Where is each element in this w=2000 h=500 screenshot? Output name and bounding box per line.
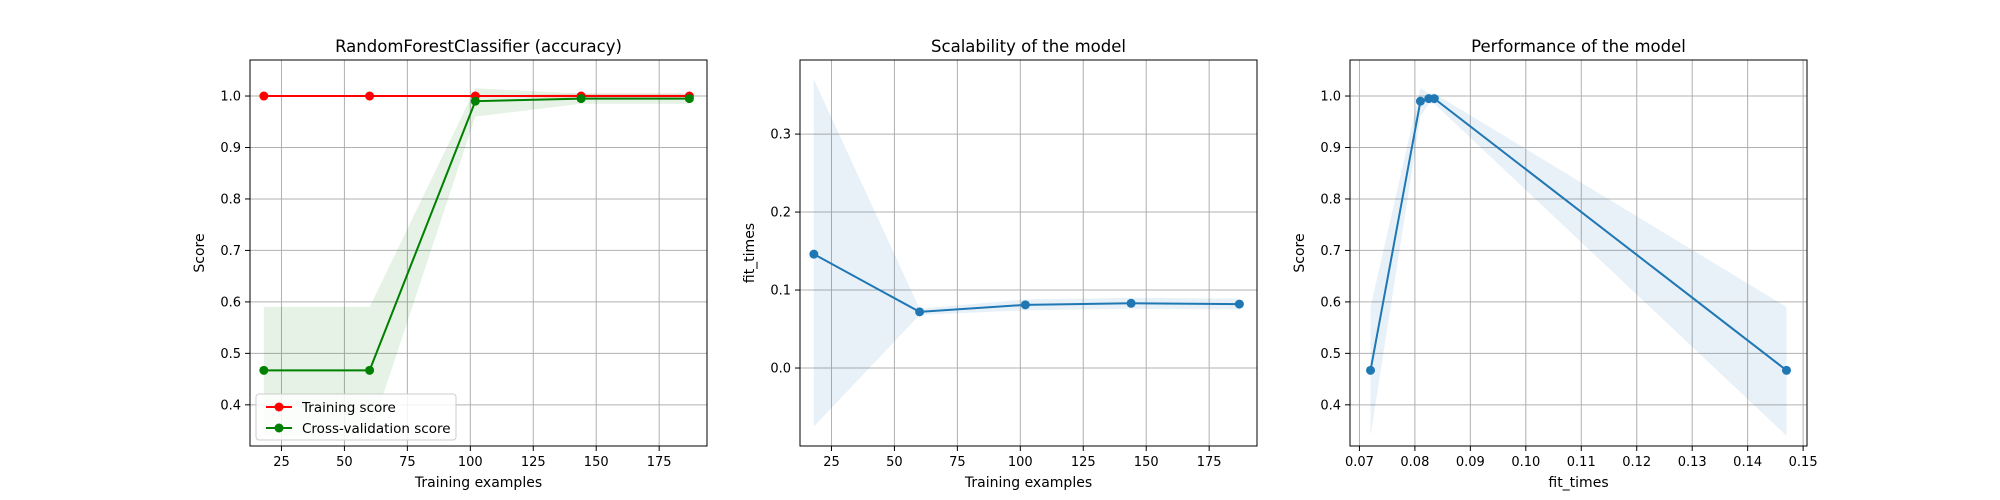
x-tick-label: 0.13 — [1678, 455, 1707, 470]
y-tick-label: 0.4 — [1320, 398, 1341, 413]
data-point — [1415, 96, 1425, 106]
y-tick-label: 0.9 — [220, 141, 241, 156]
y-tick-label: 0.1 — [770, 284, 791, 299]
axes-frame — [249, 59, 708, 447]
legend-marker — [274, 402, 284, 412]
y-tick-label: 0.5 — [1320, 347, 1341, 362]
y-tick-label: 0.5 — [220, 347, 241, 362]
x-tick-label: 25 — [823, 455, 840, 470]
data-point — [365, 365, 375, 375]
x-tick-label: 0.07 — [1345, 455, 1374, 470]
x-tick-label: 50 — [336, 455, 353, 470]
data-point — [809, 249, 819, 259]
chart-panel-3: 0.07 0.08 0.09 0.10 0.11 0.12 0.13 0.14 0.15 0.4 0… — [1292, 37, 1818, 491]
x-tick-label: 100 — [458, 455, 483, 470]
data-point — [1234, 299, 1244, 309]
chart-panel-2: 25 50 75 100 125 150 175 0.0 0.1 0.2 0.3 Scalabilit… — [742, 37, 1258, 491]
legend-marker — [274, 423, 284, 433]
x-tick-label: 0.15 — [1789, 455, 1818, 470]
data-point — [1366, 365, 1376, 375]
y-tick-label: 0.0 — [770, 362, 791, 377]
series-band-2 — [263, 88, 690, 436]
legend: Training score Cross-validation score — [255, 393, 457, 441]
y-tick-label: 0.6 — [1320, 295, 1341, 310]
x-axis-label: fit_times — [1548, 475, 1608, 491]
x-tick-label: 0.09 — [1456, 455, 1485, 470]
y-tick-label: 0.6 — [220, 295, 241, 310]
y-axis-label: fit_times — [742, 223, 758, 283]
y-tick-label: 0.2 — [770, 206, 791, 221]
data-point — [470, 96, 480, 106]
data-point — [1781, 365, 1791, 375]
legend-box — [255, 393, 457, 441]
x-tick-label: 0.10 — [1511, 455, 1540, 470]
data-point — [259, 91, 269, 101]
x-tick-label: 125 — [521, 455, 546, 470]
data-point — [915, 307, 925, 317]
y-tick-label: 0.4 — [220, 398, 241, 413]
data-point — [1126, 298, 1136, 308]
y-tick-label: 1.0 — [220, 90, 241, 105]
x-tick-label: 0.11 — [1567, 455, 1596, 470]
x-tick-label: 100 — [1008, 455, 1033, 470]
data-point — [259, 365, 269, 375]
data-point — [365, 91, 375, 101]
x-axis-label: Training examples — [414, 475, 542, 491]
y-tick-label: 1.0 — [1320, 90, 1341, 105]
y-tick-label: 0.7 — [220, 244, 241, 259]
x-tick-label: 150 — [584, 455, 609, 470]
y-tick-label: 0.7 — [1320, 244, 1341, 259]
x-tick-label: 125 — [1071, 455, 1096, 470]
data-point — [684, 94, 694, 104]
x-tick-label: 25 — [273, 455, 290, 470]
x-tick-label: 75 — [949, 455, 966, 470]
legend-label: Training score — [301, 400, 396, 416]
chart-title: Scalability of the model — [931, 37, 1126, 56]
x-tick-label: 75 — [399, 455, 416, 470]
y-axis-label: Score — [1292, 233, 1308, 272]
chart-panel-1: 25 50 75 100 125 150 175 0.4 0.5 0.6 0.7 0.8 0.9 1.0 R… — [192, 37, 708, 491]
y-axis-label: Score — [192, 233, 208, 272]
x-tick-label: 0.12 — [1622, 455, 1651, 470]
x-tick-label: 175 — [647, 455, 672, 470]
x-axis-label: Training examples — [964, 475, 1092, 491]
axes-frame — [1349, 59, 1808, 447]
data-point — [576, 94, 586, 104]
y-tick-label: 0.9 — [1320, 141, 1341, 156]
x-tick-label: 175 — [1197, 455, 1222, 470]
x-tick-label: 150 — [1134, 455, 1159, 470]
series-band-1 — [1370, 88, 1787, 436]
series-band-1 — [813, 79, 1240, 427]
x-tick-label: 0.08 — [1400, 455, 1429, 470]
legend-label: Cross-validation score — [302, 421, 451, 437]
chart-title: Performance of the model — [1471, 37, 1686, 56]
chart-title: RandomForestClassifier (accuracy) — [335, 37, 622, 56]
y-tick-label: 0.8 — [1320, 192, 1341, 207]
data-point — [1429, 94, 1439, 104]
x-tick-label: 50 — [886, 455, 903, 470]
y-tick-label: 0.3 — [770, 128, 791, 143]
y-tick-label: 0.8 — [220, 192, 241, 207]
data-point — [1020, 300, 1030, 310]
x-tick-label: 0.14 — [1733, 455, 1762, 470]
axes-frame — [799, 59, 1258, 447]
